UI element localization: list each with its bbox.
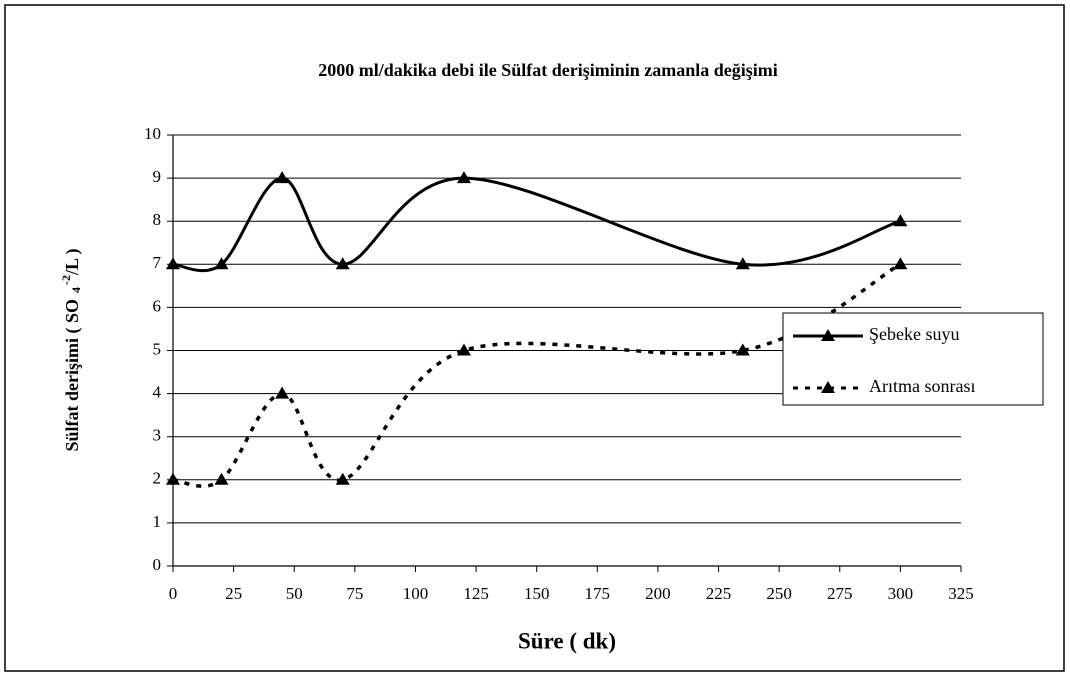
x-tick-label: 175 bbox=[585, 584, 611, 603]
marker bbox=[166, 472, 180, 485]
legend-marker bbox=[821, 381, 835, 393]
x-tick-label: 100 bbox=[403, 584, 429, 603]
series-line bbox=[172, 262, 902, 488]
y-tick-label: 4 bbox=[153, 383, 162, 402]
y-label-sup: -2 bbox=[59, 275, 73, 285]
y-axis-label: Sülfat derişimi ( SO 4 -2/L ) bbox=[59, 248, 84, 451]
y-tick-label: 8 bbox=[153, 210, 162, 229]
marker bbox=[335, 257, 350, 270]
marker bbox=[214, 472, 229, 485]
y-tick-label: 1 bbox=[153, 512, 162, 531]
chart-title: 2000 ml/dakika debi ile Sülfat derişimin… bbox=[318, 60, 778, 80]
marker bbox=[275, 171, 290, 184]
marker bbox=[214, 257, 229, 270]
x-tick-label: 0 bbox=[169, 584, 178, 603]
y-tick-label: 10 bbox=[144, 124, 161, 143]
x-tick-label: 125 bbox=[463, 584, 489, 603]
x-tick-label: 325 bbox=[948, 584, 974, 603]
x-tick-label: 50 bbox=[286, 584, 303, 603]
y-label-part: Sülfat derişimi ( SO bbox=[62, 299, 83, 452]
legend-marker bbox=[821, 329, 835, 341]
y-tick-label: 0 bbox=[153, 555, 162, 574]
x-tick-label: 200 bbox=[645, 584, 671, 603]
x-tick-label: 75 bbox=[346, 584, 363, 603]
legend-label: Arıtma sonrası bbox=[869, 376, 975, 396]
y-label-part: /L ) bbox=[62, 248, 83, 276]
legend-label: Şebeke suyu bbox=[869, 324, 959, 344]
marker bbox=[456, 343, 471, 356]
marker bbox=[735, 343, 750, 356]
x-axis-label: Süre ( dk) bbox=[518, 628, 616, 653]
marker bbox=[335, 472, 350, 485]
y-tick-label: 6 bbox=[153, 296, 162, 315]
y-tick-label: 3 bbox=[153, 426, 162, 445]
marker bbox=[166, 257, 180, 270]
x-tick-label: 225 bbox=[706, 584, 732, 603]
y-tick-label: 9 bbox=[153, 167, 162, 186]
y-tick-label: 2 bbox=[153, 469, 162, 488]
x-tick-label: 250 bbox=[766, 584, 792, 603]
x-tick-label: 275 bbox=[827, 584, 853, 603]
y-label-sub: 4 bbox=[69, 287, 83, 293]
x-tick-label: 25 bbox=[225, 584, 242, 603]
y-tick-label: 7 bbox=[153, 253, 162, 272]
marker bbox=[893, 214, 908, 227]
marker bbox=[735, 257, 750, 270]
marker bbox=[275, 386, 290, 399]
marker bbox=[456, 171, 471, 184]
x-tick-label: 300 bbox=[888, 584, 914, 603]
y-tick-label: 5 bbox=[153, 339, 162, 358]
marker bbox=[893, 257, 908, 270]
x-tick-label: 150 bbox=[524, 584, 550, 603]
